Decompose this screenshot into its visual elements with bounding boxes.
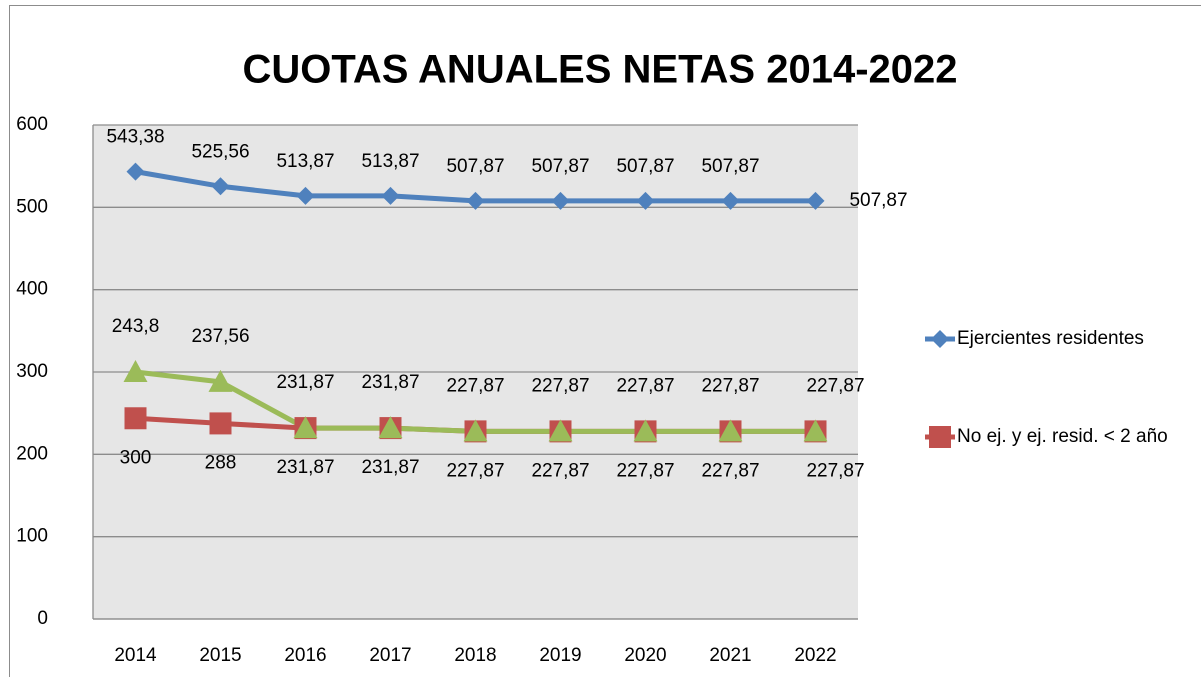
data-label: 227,87	[806, 375, 864, 396]
data-label: 231,87	[361, 372, 419, 393]
data-label: 227,87	[701, 460, 759, 481]
x-tick-label: 2018	[454, 645, 496, 666]
marker	[548, 419, 573, 442]
y-tick-label: 100	[16, 526, 48, 547]
data-label: 227,87	[616, 375, 674, 396]
data-label: 525,56	[191, 141, 249, 162]
marker	[636, 191, 655, 210]
data-label: 231,87	[276, 372, 334, 393]
marker	[718, 419, 743, 442]
marker	[633, 419, 658, 442]
marker	[551, 191, 570, 210]
data-label: 507,87	[849, 190, 907, 211]
marker	[123, 360, 148, 382]
x-tick-label: 2021	[709, 645, 751, 666]
marker	[378, 416, 403, 439]
data-label: 507,87	[531, 156, 589, 177]
x-tick-label: 2016	[284, 645, 326, 666]
chart-title: CUOTAS ANUALES NETAS 2014-2022	[243, 48, 958, 92]
data-label: 513,87	[276, 151, 334, 172]
x-tick-label: 2020	[624, 645, 666, 666]
legend-label: Ejercientes residentes	[957, 328, 1144, 349]
marker	[126, 162, 145, 181]
data-label: 227,87	[446, 375, 504, 396]
data-label: 513,87	[361, 151, 419, 172]
y-tick-label: 300	[16, 361, 48, 382]
legend-label: No ej. y ej. resid. < 2 año	[957, 426, 1168, 447]
marker	[929, 426, 951, 448]
x-tick-label: 2019	[539, 645, 581, 666]
data-label: 227,87	[616, 460, 674, 481]
marker	[463, 419, 488, 442]
y-tick-label: 600	[16, 114, 48, 135]
marker	[803, 419, 828, 442]
data-label: 231,87	[361, 457, 419, 478]
y-tick-label: 400	[16, 279, 48, 300]
data-label: 227,87	[806, 460, 864, 481]
y-tick-label: 500	[16, 196, 48, 217]
marker	[209, 412, 232, 435]
data-label: 243,8	[112, 316, 160, 337]
data-label: 237,56	[191, 326, 249, 347]
marker	[296, 186, 315, 205]
marker	[931, 330, 949, 348]
marker	[208, 369, 233, 392]
marker	[381, 186, 400, 205]
data-label: 227,87	[531, 375, 589, 396]
data-label: 300	[120, 447, 152, 468]
data-label: 507,87	[701, 156, 759, 177]
y-tick-label: 200	[16, 443, 48, 464]
data-label: 227,87	[446, 460, 504, 481]
marker	[211, 177, 230, 196]
x-tick-label: 2015	[199, 645, 241, 666]
x-tick-label: 2022	[794, 645, 836, 666]
data-label: 227,87	[531, 460, 589, 481]
marker	[466, 191, 485, 210]
data-label: 231,87	[276, 457, 334, 478]
marker	[124, 407, 147, 430]
x-tick-label: 2014	[114, 645, 157, 666]
x-tick-label: 2017	[369, 645, 411, 666]
marker	[806, 191, 825, 210]
data-label: 507,87	[446, 156, 504, 177]
y-tick-label: 0	[37, 608, 48, 629]
data-label: 288	[205, 452, 237, 473]
data-label: 507,87	[616, 156, 674, 177]
data-label: 543,38	[106, 127, 164, 148]
marker	[293, 416, 318, 439]
marker	[721, 191, 740, 210]
data-label: 227,87	[701, 375, 759, 396]
